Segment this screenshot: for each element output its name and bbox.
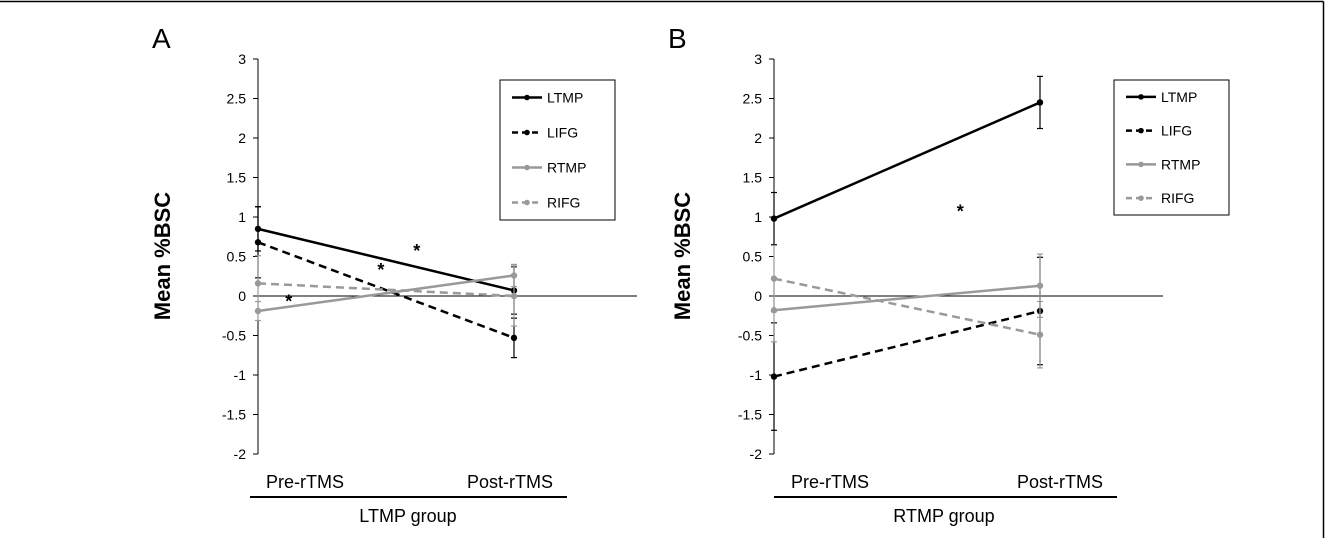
legend-label: LTMP [547,90,583,106]
legend-marker [524,199,530,206]
series-lifg [770,256,1044,431]
legend-label: RIFG [1161,190,1194,206]
significance-marker: * [413,241,420,261]
y-tick-label: -2 [750,446,763,462]
series-rtmp [254,263,518,322]
series-ltmp [770,75,1044,246]
series-rifg [254,255,518,327]
y-tick-label: -1.5 [738,407,762,423]
series-ltmp [254,206,518,315]
legend-label: LIFG [1161,123,1192,139]
y-tick-label: 3 [238,51,246,67]
data-point [254,280,262,287]
panel-label: B [668,23,687,54]
legend-label: RTMP [547,160,586,176]
y-tick-label: 2.5 [227,91,247,107]
legend-marker [524,129,530,136]
data-point [770,275,778,282]
legend-label: LTMP [1161,89,1197,105]
series-rtmp [770,253,1044,343]
series-line [257,282,515,298]
y-tick-label: 0 [238,288,246,304]
legend-label: LIFG [547,125,578,141]
legend-marker [1138,195,1144,201]
group-label: RTMP group [893,506,994,526]
x-category-label: Pre-rTMS [266,472,344,492]
series-line [773,284,1041,312]
legend: LTMP LIFG RTMP RIFG [1113,79,1230,216]
legend-marker [1138,127,1144,134]
y-tick-label: 2 [754,130,762,146]
data-point [510,334,518,342]
data-point [1036,99,1044,106]
panel-label: A [152,23,171,54]
series-line [773,309,1041,378]
legend-label: RTMP [1161,156,1200,172]
y-tick-label: 0 [754,288,762,304]
y-tick-label: 1.5 [227,170,247,186]
data-point [1036,331,1044,338]
data-point [1036,282,1044,289]
y-tick-label: -1.5 [222,407,246,423]
legend-box [1113,79,1230,216]
y-tick-label: -0.5 [738,328,762,344]
y-tick-label: 1.5 [743,170,763,186]
data-point [770,373,778,380]
series-line [773,277,1041,336]
significance-marker: * [285,292,292,312]
y-axis-title: Mean %BSC [150,192,175,320]
legend-marker [1138,94,1144,100]
legend: LTMP LIFG RTMP RIFG [499,79,616,221]
y-tick-label: 2 [238,130,246,146]
y-tick-label: 1 [238,209,246,225]
panel-b: B 3 2.5 2 1.5 1 0.5 0 -0.5 -1 -1.5 -2 Mean %BSC Pre-r… [668,23,1230,526]
y-tick-label: -2 [234,446,247,462]
series-rifg [770,244,1044,369]
y-axis-title: Mean %BSC [670,192,695,320]
significance-marker: * [957,202,964,222]
panel-a: A 3 2.5 2 1.5 1 0.5 0 -0.5 -1 -1.5 -2 Mean %BSC Pre-r… [150,23,637,526]
y-tick-label: 1 [754,209,762,225]
series-line [257,274,515,313]
legend-marker [1138,161,1144,168]
legend-marker [524,94,530,101]
x-category-label: Post-rTMS [1017,472,1103,492]
y-tick-label: -0.5 [222,328,246,344]
series-line [773,101,1041,220]
data-point [510,292,518,300]
y-tick-label: 3 [754,51,762,67]
legend-box [499,79,616,221]
x-category-label: Post-rTMS [467,472,553,492]
y-tick-label: 0.5 [743,249,763,265]
group-label: LTMP group [359,506,456,526]
data-point [254,239,262,246]
y-tick-label: 0.5 [227,249,247,265]
y-tick-label: 2.5 [743,91,763,107]
y-tick-label: -1 [234,367,247,383]
series-line [257,241,515,340]
y-tick-label: -1 [750,367,763,383]
data-point [770,215,778,222]
x-category-label: Pre-rTMS [791,472,869,492]
significance-marker: * [377,260,384,280]
legend-label: RIFG [547,195,580,211]
legend-marker [524,164,530,171]
